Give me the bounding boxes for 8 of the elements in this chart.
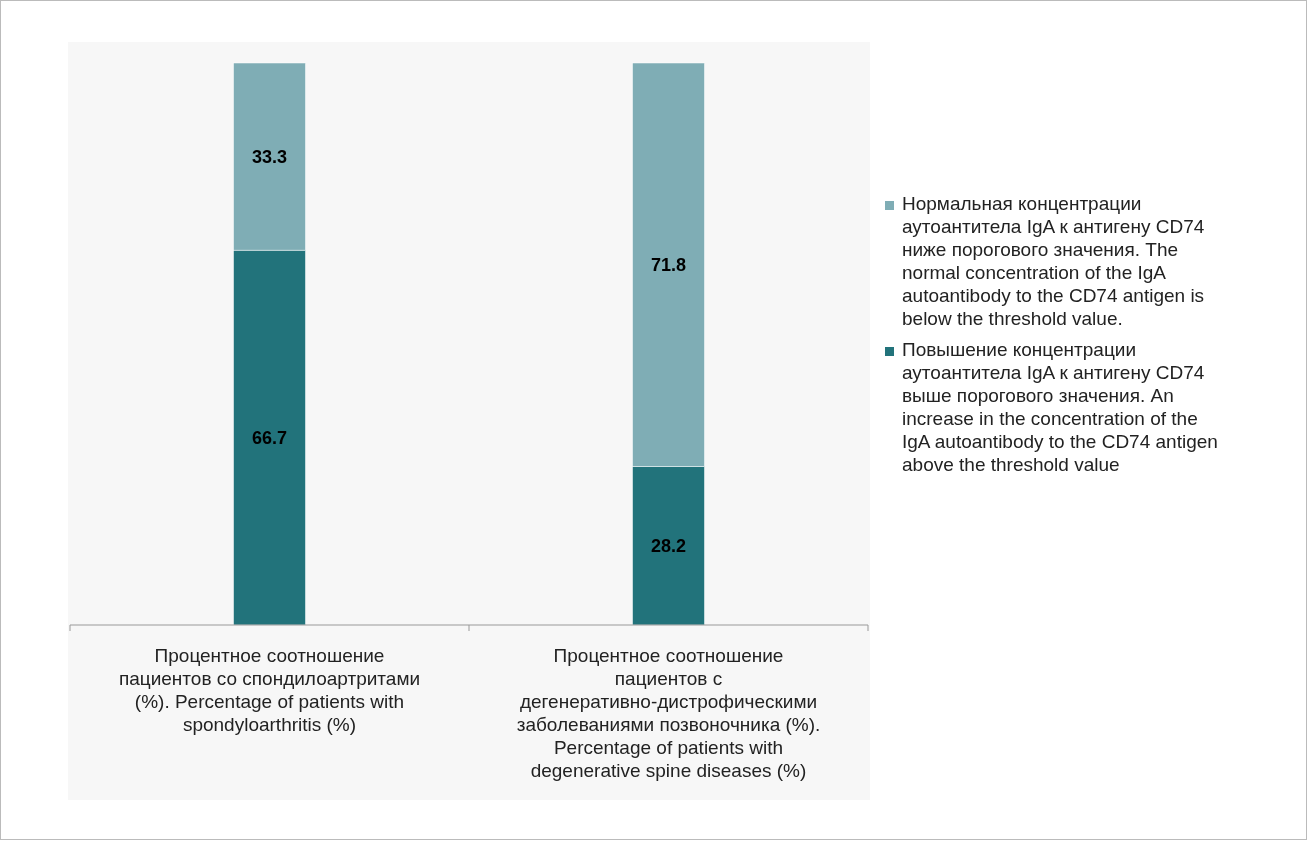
data-label: 71.8	[650, 255, 687, 276]
x-tick-label: Процентное соотношение пациентов со спондилоартритами (%). Percentage of patients with spondyloarthritis (%)	[118, 645, 421, 735]
data-label: 28.2	[650, 536, 687, 557]
data-label: 33.3	[251, 146, 288, 167]
x-tick-label: Процентное соотношение пациентов с дегенеративно-дистрофическими заболеваниями позвоночника (%). Percentage of patients with degenerative spine diseases (%)	[516, 645, 821, 781]
data-label: 66.7	[251, 427, 288, 448]
legend-label: Нормальная концентрации аутоантитела IgA к антигену CD74 ниже порогового значения. The normal concentration of the IgA autoantibody to the CD74 antigen is below the threshold value.	[902, 193, 1205, 329]
legend-label: Повышение концентрации аутоантитела IgA к антигену CD74 выше порогового значения. An increase in the concentration of the IgA autoantibody to the CD74 antigen above the threshold value	[902, 339, 1218, 475]
